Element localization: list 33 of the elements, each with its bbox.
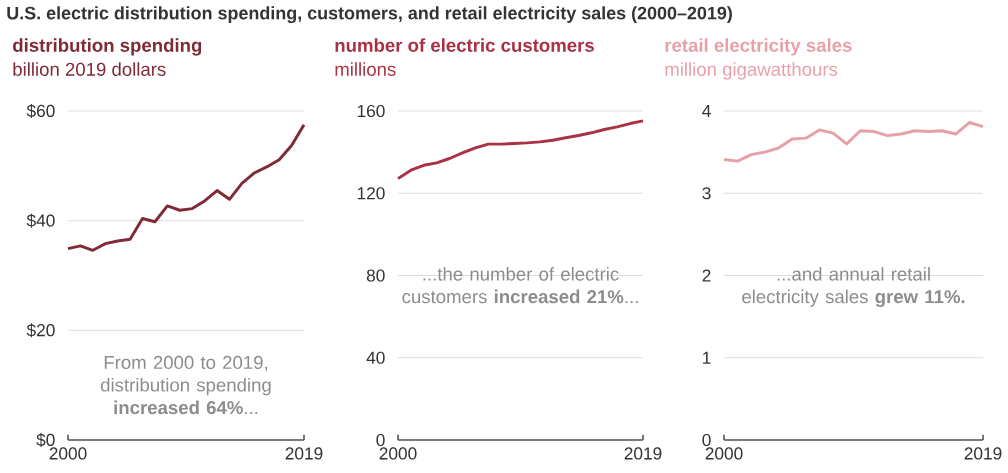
annotation: ...the number of electric customers increased 21%... <box>402 267 638 304</box>
y-tick-label: $40 <box>26 213 55 228</box>
y-axis-title: millions <box>335 62 396 76</box>
y-tick-label: 80 <box>366 269 385 282</box>
x-tick-label: 2019 <box>964 447 1002 460</box>
annotation: ...and annual retail electricity sales grew 11%. <box>742 267 965 308</box>
y-axis-title: billion 2019 dollars <box>13 62 166 76</box>
annotation: From 2000 to 2019, distribution spending increased 64%... <box>100 355 271 415</box>
text: U.S. electric distribution spending, customers, and retail electricity sales (2000–2019) <box>7 6 732 24</box>
y-axis-title: million gigawatthours <box>665 62 838 80</box>
y-tick-label: 160 <box>357 104 385 118</box>
y-tick-label: 120 <box>357 187 385 200</box>
y-tick-label: 40 <box>366 351 385 364</box>
chart-subtitle: distribution spending <box>13 38 202 56</box>
x-tick-label: 2019 <box>624 447 662 460</box>
x-tick-label: 2000 <box>379 447 417 460</box>
x-tick-label: 2000 <box>49 447 87 460</box>
x-tick-label: 2019 <box>285 447 323 460</box>
chart-subtitle: number of electric customers <box>335 38 594 52</box>
y-tick-label: 3 <box>702 187 711 200</box>
line-series <box>66 123 306 252</box>
y-tick-label: 0 <box>376 433 385 447</box>
line-series <box>722 121 985 163</box>
y-tick-label: $20 <box>26 323 55 338</box>
x-tick-label: 2000 <box>705 447 743 460</box>
chart-subtitle: retail electricity sales <box>665 38 852 56</box>
y-tick-label: 1 <box>703 351 711 364</box>
y-tick-label: 4 <box>702 105 711 117</box>
y-tick-label: $0 <box>36 433 55 447</box>
y-tick-label: 2 <box>702 269 711 282</box>
line-series <box>396 119 645 181</box>
y-tick-label: $60 <box>26 104 55 118</box>
y-tick-label: 0 <box>702 433 711 447</box>
